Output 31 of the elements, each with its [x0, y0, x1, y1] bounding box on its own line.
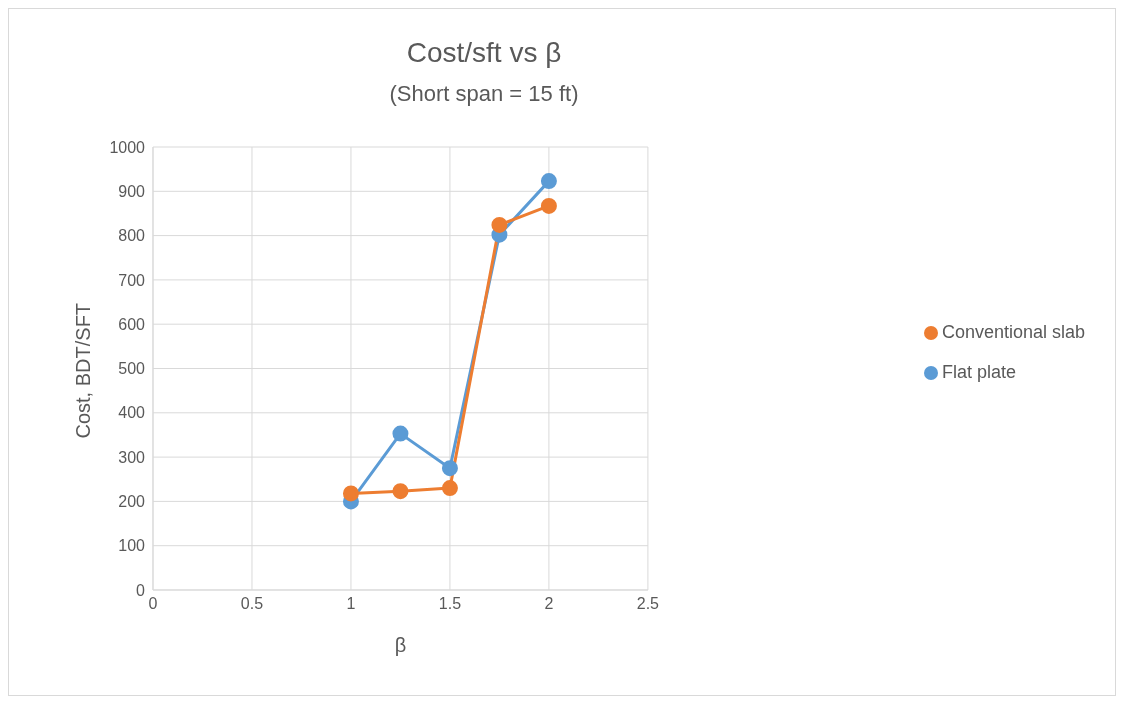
legend-label: Flat plate	[941, 362, 1016, 382]
point	[392, 425, 409, 442]
point	[540, 197, 557, 214]
x-axis-title: β	[394, 634, 407, 656]
y-tick-label: 500	[118, 360, 146, 378]
point	[392, 483, 409, 500]
point	[491, 216, 508, 233]
y-tick-label: 100	[118, 537, 146, 555]
point	[540, 173, 557, 190]
point	[342, 485, 359, 502]
x-tick-label: 2.5	[636, 595, 660, 613]
y-tick-label: 200	[118, 493, 146, 511]
y-tick-label: 400	[118, 404, 146, 422]
x-tick-label: 1.5	[438, 595, 462, 613]
legend-label: Conventional slab	[941, 322, 1085, 342]
y-tick-label: 900	[118, 182, 146, 200]
y-tick-label: 300	[118, 448, 146, 466]
x-tick-label: 2	[544, 595, 554, 613]
chart-subtitle: (Short span = 15 ft)	[388, 81, 580, 107]
point	[441, 480, 458, 497]
y-tick-label: 1000	[109, 138, 146, 156]
y-tick-label: 700	[118, 271, 146, 289]
y-axis-title: Cost, BDT/SFT	[72, 302, 95, 439]
chart-title: Cost/sft vs β	[405, 37, 563, 69]
y-tick-label: 0	[136, 581, 146, 599]
x-tick-label: 0	[148, 595, 158, 613]
y-tick-label: 600	[118, 315, 146, 333]
point	[441, 460, 458, 477]
y-tick-label: 800	[118, 227, 146, 245]
x-tick-label: 0.5	[240, 595, 264, 613]
x-tick-label: 1	[346, 595, 356, 613]
